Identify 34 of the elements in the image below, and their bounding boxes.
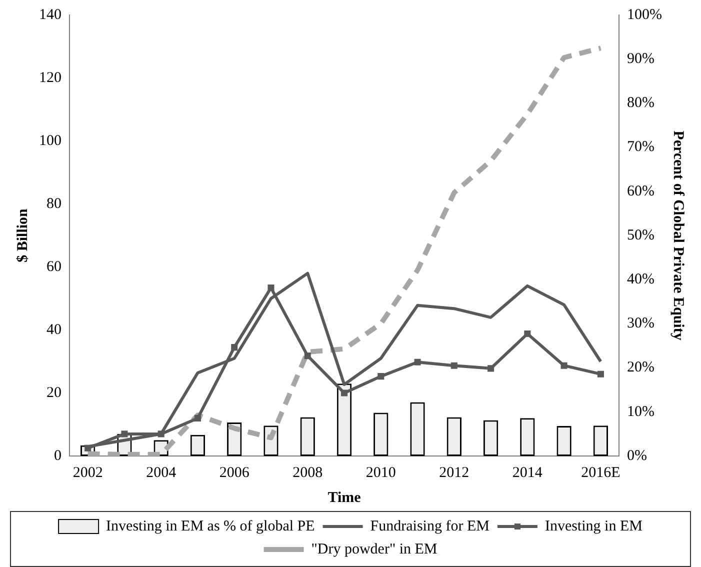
y2-tick-label: 20%	[627, 360, 655, 376]
y2-tick-label: 10%	[627, 404, 655, 420]
legend-label: Fundraising for EM	[370, 518, 490, 534]
y-tick-label: 100	[39, 132, 62, 149]
x-tick-label: 2012	[439, 464, 470, 481]
x-tick-label: 2010	[366, 464, 396, 481]
y2-tick-label: 50%	[627, 227, 655, 244]
y-tick-label: 120	[39, 70, 62, 86]
x-tick-label: 2004	[146, 464, 177, 481]
legend-label: Investing in EM as % of global PE	[106, 518, 315, 534]
y-tick-label: 60	[46, 258, 62, 275]
y2-tick-label: 100%	[627, 6, 662, 23]
x-tick-label: 2008	[292, 464, 323, 481]
y2-tick-label: 90%	[627, 51, 655, 68]
x-tick-label: 2016E	[581, 464, 620, 481]
y2-tick-label: 70%	[627, 139, 655, 156]
y-axis-title: $ Billion	[14, 208, 31, 262]
y2-tick-label: 60%	[627, 183, 655, 200]
y2-tick-label: 30%	[627, 316, 655, 332]
x-tick-label: 2002	[72, 464, 103, 481]
y-tick-label: 20	[46, 384, 62, 401]
x-axis-title: Time	[328, 490, 362, 506]
legend-label: Investing in EM	[544, 518, 642, 534]
y2-tick-label: 0%	[627, 448, 648, 464]
y-tick-label: 140	[39, 6, 62, 23]
y-tick-label: 40	[46, 322, 62, 338]
y2-axis-title: Percent of Global Private Equity	[670, 130, 686, 341]
x-tick-label: 2006	[219, 464, 250, 481]
legend-label: "Dry powder" in EM	[311, 541, 438, 558]
y2-tick-label: 40%	[627, 272, 655, 288]
y-tick-label: 80	[46, 196, 62, 212]
y-tick-label: 0	[54, 448, 62, 464]
y2-tick-label: 80%	[627, 95, 655, 112]
x-tick-label: 2014	[512, 464, 543, 481]
